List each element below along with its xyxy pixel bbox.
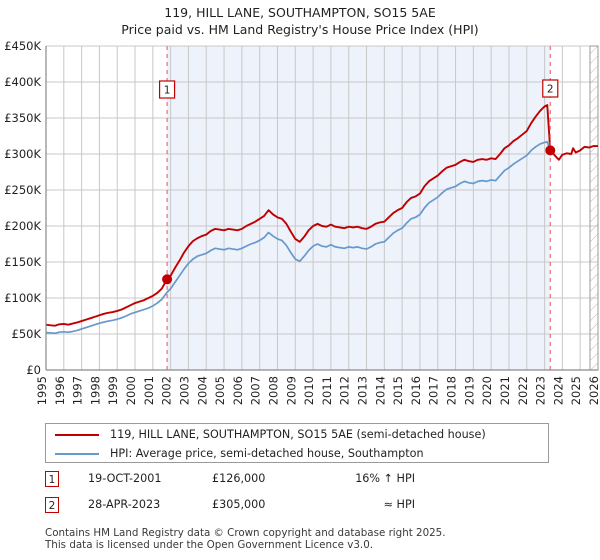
svg-text:2020: 2020	[480, 376, 494, 405]
legend-label-price-paid: 119, HILL LANE, SOUTHAMPTON, SO15 5AE (s…	[110, 428, 486, 441]
svg-text:1995: 1995	[35, 376, 49, 405]
svg-text:2010: 2010	[302, 376, 316, 405]
sale-date: 19-OCT-2001	[88, 472, 162, 485]
svg-text:£300K: £300K	[4, 147, 41, 161]
svg-text:2015: 2015	[391, 376, 405, 405]
chart-legend: 119, HILL LANE, SOUTHAMPTON, SO15 5AE (s…	[45, 423, 549, 463]
footer-line-2: This data is licensed under the Open Gov…	[45, 539, 374, 552]
legend-swatch-hpi	[55, 452, 99, 455]
svg-text:£450K: £450K	[4, 39, 41, 53]
legend-swatch-price-paid	[55, 433, 99, 436]
sale-date: 28-APR-2023	[88, 498, 161, 511]
svg-text:£0: £0	[26, 363, 41, 377]
footer-line-1: Contains HM Land Registry data © Crown c…	[45, 527, 446, 539]
svg-text:£150K: £150K	[4, 255, 41, 269]
svg-text:2011: 2011	[320, 376, 334, 405]
svg-text:2002: 2002	[160, 376, 174, 405]
svg-text:2012: 2012	[338, 376, 352, 405]
svg-text:1998: 1998	[88, 376, 102, 405]
svg-text:2009: 2009	[284, 376, 298, 405]
svg-text:£250K: £250K	[4, 183, 41, 197]
sale-hpi-delta: ≈ HPI	[383, 498, 415, 511]
table-row: 2 28-APR-2023 £305,000 ≈ HPI	[45, 496, 565, 522]
svg-text:2014: 2014	[373, 376, 387, 405]
svg-text:2026: 2026	[587, 376, 600, 405]
svg-text:2: 2	[547, 84, 554, 96]
svg-text:2001: 2001	[142, 376, 156, 405]
copyright-footer: Contains HM Land Registry data © Crown c…	[45, 527, 585, 551]
svg-text:2024: 2024	[551, 376, 565, 405]
svg-text:2004: 2004	[195, 376, 209, 405]
svg-text:1997: 1997	[71, 376, 85, 405]
sales-table: 1 19-OCT-2001 £126,000 16% ↑ HPI 2 28-AP…	[45, 470, 565, 522]
svg-text:£200K: £200K	[4, 219, 41, 233]
svg-text:2005: 2005	[213, 376, 227, 405]
svg-text:2013: 2013	[356, 376, 370, 405]
svg-text:2018: 2018	[445, 376, 459, 405]
svg-text:2008: 2008	[266, 376, 280, 405]
chart-canvas: 1 2 £0 £50K £100K £150K £200K £250K £300K £350K £…	[4, 39, 600, 405]
svg-text:2016: 2016	[409, 376, 423, 405]
svg-text:£50K: £50K	[12, 327, 42, 341]
svg-text:2006: 2006	[231, 376, 245, 405]
svg-text:2022: 2022	[516, 376, 530, 405]
svg-text:£350K: £350K	[4, 111, 41, 125]
sale-index-badge: 2	[45, 497, 59, 513]
table-row: 1 19-OCT-2001 £126,000 16% ↑ HPI	[45, 470, 565, 496]
svg-text:2023: 2023	[534, 376, 548, 405]
svg-text:2019: 2019	[462, 376, 476, 405]
svg-text:2003: 2003	[177, 376, 191, 405]
svg-text:2021: 2021	[498, 376, 512, 405]
sale-price: £126,000	[212, 472, 266, 485]
legend-label-hpi: HPI: Average price, semi-detached house,…	[110, 447, 424, 460]
svg-text:£100K: £100K	[4, 291, 41, 305]
page-subtitle: Price paid vs. HM Land Registry's House …	[121, 22, 479, 37]
svg-text:1: 1	[164, 85, 171, 97]
svg-text:2007: 2007	[249, 376, 263, 405]
legend-item-price-paid: 119, HILL LANE, SOUTHAMPTON, SO15 5AE (s…	[46, 425, 548, 444]
page-title: 119, HILL LANE, SOUTHAMPTON, SO15 5AE	[164, 5, 436, 20]
svg-text:1999: 1999	[106, 376, 120, 405]
svg-text:1996: 1996	[53, 376, 67, 405]
svg-text:2025: 2025	[569, 376, 583, 405]
svg-text:2000: 2000	[124, 376, 138, 405]
sale-index-badge: 1	[45, 471, 59, 487]
svg-text:2017: 2017	[427, 376, 441, 405]
sale-price: £305,000	[212, 498, 266, 511]
sale-hpi-delta: 16% ↑ HPI	[355, 472, 415, 485]
svg-text:£400K: £400K	[4, 75, 41, 89]
legend-item-hpi: HPI: Average price, semi-detached house,…	[46, 444, 548, 463]
